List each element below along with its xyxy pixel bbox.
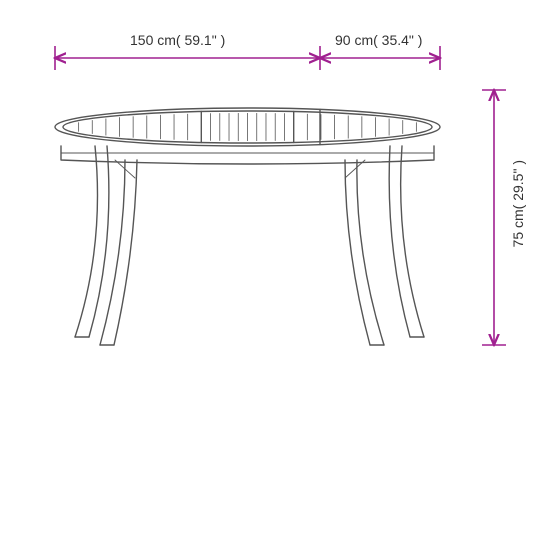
height-dimension-label: 75 cm( 29.5" ) bbox=[510, 160, 526, 247]
product-dimension-diagram: { "dimensions": { "length": { "label": "… bbox=[0, 0, 540, 540]
table-line-drawing bbox=[0, 0, 540, 540]
length-dimension-label: 150 cm( 59.1" ) bbox=[130, 32, 225, 48]
width-dimension-label: 90 cm( 35.4" ) bbox=[335, 32, 422, 48]
